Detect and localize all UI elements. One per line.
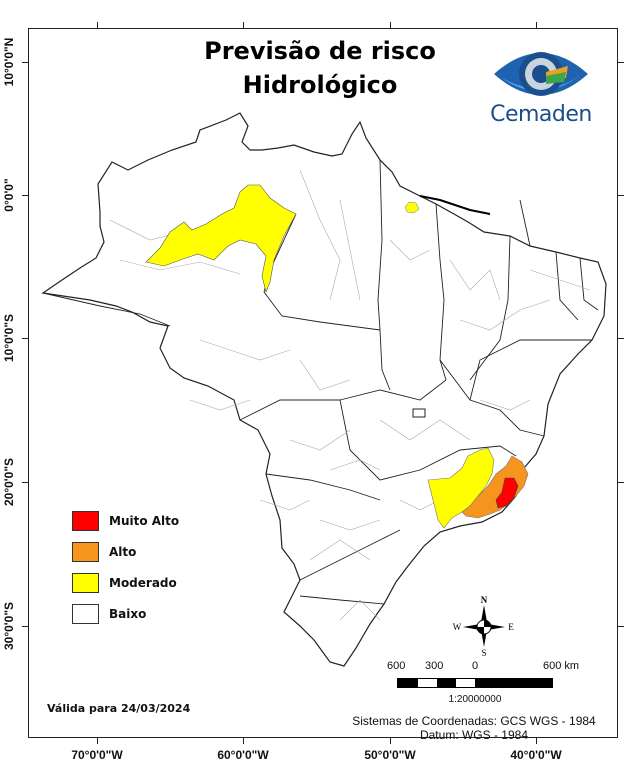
tick (618, 626, 624, 627)
tick (243, 22, 244, 28)
title-line-1: Previsão de risco (204, 37, 436, 65)
region-muito-alto (495, 477, 519, 509)
region-alto (461, 455, 529, 519)
north-arrow-compass-icon: N S W E (453, 595, 515, 658)
tick (22, 195, 28, 196)
region-moderado-southeast (427, 447, 495, 529)
cemaden-logo-text: Cemaden (490, 102, 592, 127)
longitude-label-70w: 70°0'0"W (71, 748, 123, 762)
map-legend: Muito Alto Alto Moderado Baixo (72, 505, 179, 629)
title-line-2: Hidrológico (242, 71, 398, 99)
longitude-label-60w: 60°0'0"W (217, 748, 269, 762)
scale-ratio: 1:20000000 (448, 694, 502, 705)
legend-swatch-red (72, 510, 99, 531)
compass-n: N (481, 595, 488, 605)
coordinate-info: Sistemas de Coordenadas: GCS WGS - 1984 … (340, 714, 608, 742)
scale-label-600-left: 600 (387, 660, 406, 672)
scale-label-600-km: 600 km (543, 660, 580, 672)
legend-item-muito-alto: Muito Alto (72, 505, 179, 536)
datum: Datum: WGS - 1984 (419, 728, 529, 742)
longitude-label-40w: 40°0'0"W (510, 748, 562, 762)
legend-swatch-yellow (72, 572, 99, 593)
latitude-label-0: 0°0'0" (2, 178, 16, 212)
legend-label: Baixo (109, 606, 147, 621)
compass-s: S (481, 648, 486, 658)
tick (22, 62, 28, 63)
tick (618, 482, 624, 483)
tick (618, 195, 624, 196)
cemaden-logo: Cemaden (486, 44, 596, 136)
tick (618, 62, 624, 63)
legend-item-baixo: Baixo (72, 598, 179, 629)
coordinate-system: Sistemas de Coordenadas: GCS WGS - 1984 (352, 714, 596, 728)
scale-label-300: 300 (425, 660, 444, 672)
map-title: Previsão de risco Hidrológico (150, 34, 490, 102)
latitude-label-20s: 20°0'0"S (2, 457, 16, 507)
compass-w: W (453, 622, 462, 632)
tick (618, 338, 624, 339)
tick (390, 22, 391, 28)
brazil-risk-map (41, 112, 607, 667)
region-moderado-para (404, 201, 420, 214)
tick (22, 482, 28, 483)
longitude-label-50w: 50°0'0"W (364, 748, 416, 762)
latitude-label-10n: 10°0'0"N (2, 37, 16, 87)
tick (536, 738, 537, 744)
legend-label: Moderado (109, 575, 177, 590)
scale-bar (397, 678, 553, 688)
legend-label: Muito Alto (109, 513, 180, 528)
legend-item-moderado: Moderado (72, 567, 179, 598)
legend-item-alto: Alto (72, 536, 179, 567)
tick (390, 738, 391, 744)
legend-label: Alto (109, 544, 137, 559)
tick (22, 626, 28, 627)
tick (97, 22, 98, 28)
compass-e: E (508, 622, 514, 632)
tick (22, 338, 28, 339)
tick (243, 738, 244, 744)
legend-swatch-white (72, 603, 99, 624)
scale-label-0: 0 (472, 660, 479, 672)
tick (536, 22, 537, 28)
cemaden-eye-logo-icon (494, 52, 588, 96)
latitude-label-10s: 10°0'0"S (2, 313, 16, 363)
region-moderado-amazonas (145, 184, 297, 293)
legend-swatch-orange (72, 541, 99, 562)
tick (97, 738, 98, 744)
latitude-label-30s: 30°0'0"S (2, 601, 16, 651)
validity-date: Válida para 24/03/2024 (47, 702, 191, 715)
